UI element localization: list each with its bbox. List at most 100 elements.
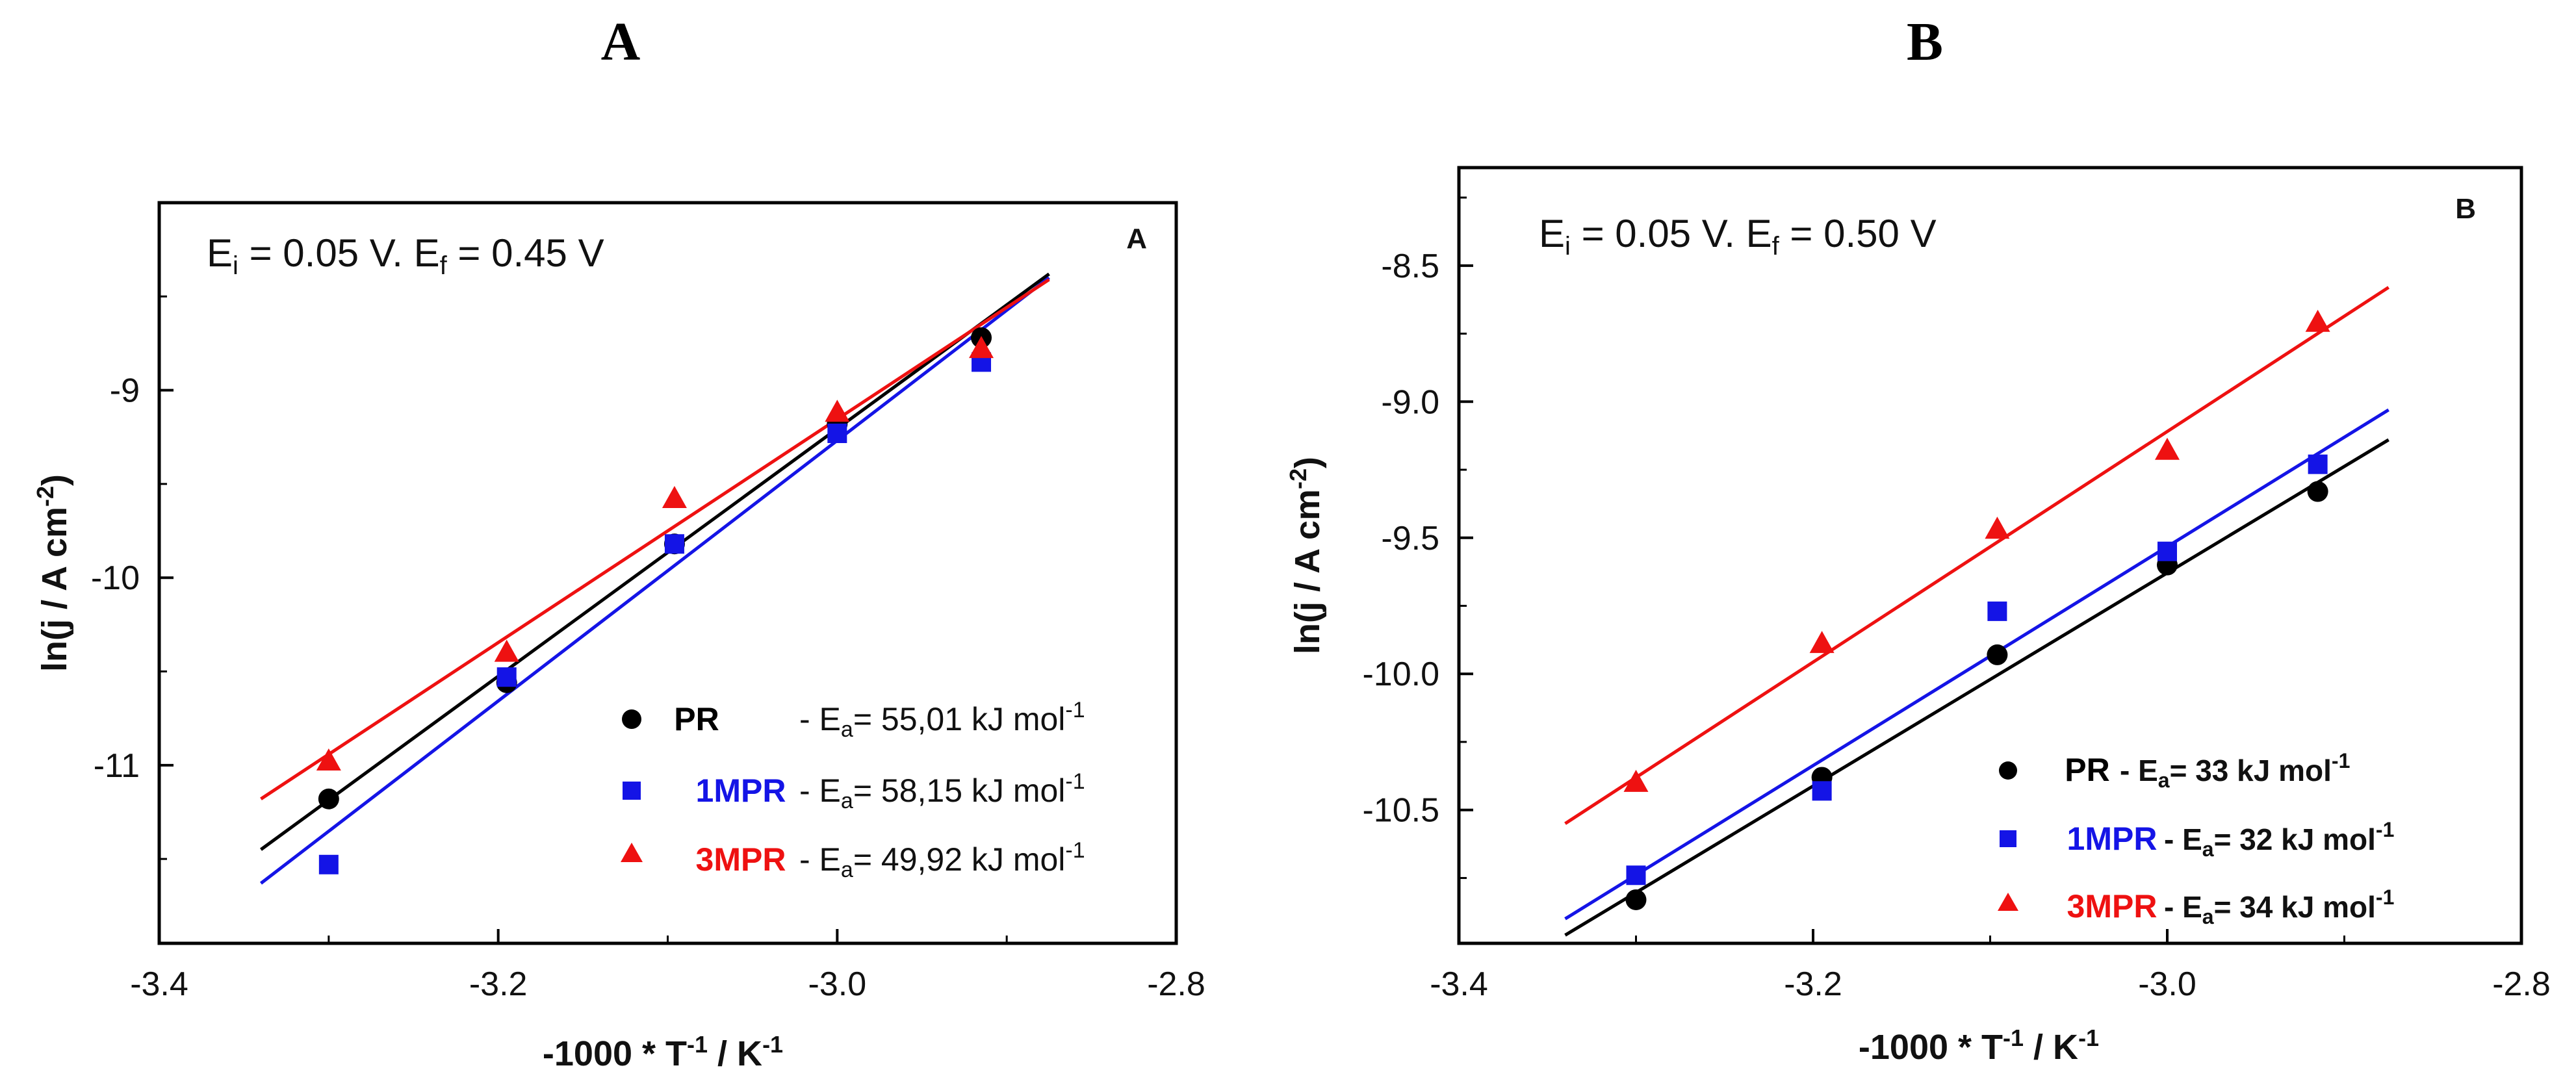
fit-lines-b bbox=[1564, 286, 2389, 937]
y-tick-label: -10.0 bbox=[1362, 656, 1439, 693]
y-tick-label: -9 bbox=[110, 372, 140, 410]
fit-line-pr bbox=[1564, 438, 2389, 937]
data-points-b bbox=[1623, 309, 2330, 910]
point-3mpr bbox=[1809, 631, 1835, 654]
legend-ea-pr: - Ea= 55,01 kJ mol-1 bbox=[799, 698, 1085, 742]
point-1mpr bbox=[2157, 541, 2177, 561]
y-axis-title-b: ln(j / A cm-2) bbox=[1285, 457, 1327, 654]
y-tick-label: -9.5 bbox=[1381, 520, 1439, 557]
condition-mid: = 0.05 V. E bbox=[238, 231, 440, 275]
legend-marker-triangle bbox=[1998, 893, 2018, 911]
legend-ea-sup: -1 bbox=[1065, 769, 1085, 794]
y-axis-title-sup: -2 bbox=[1285, 468, 1311, 489]
point-1mpr bbox=[2308, 454, 2328, 474]
legend-ea-1mpr: - Ea= 58,15 kJ mol-1 bbox=[799, 769, 1085, 813]
panel-title-a: A bbox=[601, 12, 641, 72]
x-axis-title-sup: -1 bbox=[687, 1031, 708, 1058]
point-3mpr bbox=[494, 639, 519, 662]
legend-label-pr: PR bbox=[674, 701, 719, 737]
x-tick-label: -2.8 bbox=[1147, 965, 1205, 1003]
panel-title-b: B bbox=[1907, 12, 1943, 72]
x-tick-label: -3.2 bbox=[469, 965, 528, 1003]
legend-ea-3mpr: - Ea= 49,92 kJ mol-1 bbox=[799, 838, 1085, 882]
condition-text-a: Ei = 0.05 V. Ef = 0.45 V bbox=[207, 231, 604, 280]
inner-label-a: A bbox=[1126, 223, 1147, 255]
legend-ea-sub: a bbox=[2202, 905, 2214, 928]
legend-entry-3mpr: 3MPR - Ea= 49,92 kJ mol-1 bbox=[621, 838, 1085, 882]
legend-ea-sub: a bbox=[841, 789, 853, 813]
legend-ea-pre: - E bbox=[2164, 822, 2202, 856]
point-3mpr bbox=[2155, 437, 2180, 460]
legend-ea-val: = 55,01 kJ mol bbox=[853, 701, 1066, 737]
y-tick-label: -10 bbox=[91, 559, 140, 597]
legend-ea-sup: -1 bbox=[1065, 838, 1085, 863]
legend-ea-pr: - Ea= 33 kJ mol-1 bbox=[2120, 749, 2350, 792]
legend-ea-sup: -1 bbox=[1065, 698, 1085, 722]
x-axis-title-sup2: -1 bbox=[762, 1031, 783, 1058]
point-3mpr bbox=[969, 336, 994, 359]
point-3mpr bbox=[2305, 309, 2330, 332]
legend-ea-val: = 32 kJ mol bbox=[2214, 822, 2376, 856]
legend-ea-1mpr: - Ea= 32 kJ mol-1 bbox=[2164, 818, 2394, 861]
point-1mpr bbox=[664, 534, 684, 554]
inner-label-b: B bbox=[2455, 193, 2476, 225]
x-axis-title-b: -1000 * T-1 / K-1 bbox=[1859, 1025, 2099, 1067]
legend-ea-pre: - E bbox=[799, 772, 841, 809]
legend-label-3mpr: 3MPR bbox=[696, 841, 786, 878]
point-1mpr bbox=[496, 667, 517, 687]
legend-label-3mpr: 3MPR bbox=[2067, 888, 2157, 924]
panel-b: B B Ei = 0.05 V. Ef = 0.50 V -3.4 -3.2 -3.… bbox=[1285, 12, 2551, 1067]
panel-a: A A Ei = 0.05 V. Ef = 0.45 V -3.4 -3.2 -3.… bbox=[32, 12, 1205, 1073]
point-pr bbox=[2307, 481, 2328, 502]
legend-ea-pre: - E bbox=[2120, 754, 2158, 787]
condition-sub-i: i bbox=[1565, 232, 1571, 261]
legend-entry-pr: PR - Ea= 55,01 kJ mol-1 bbox=[622, 698, 1085, 742]
legend-ea-pre: - E bbox=[799, 701, 841, 737]
y-tick-label: -10.5 bbox=[1362, 792, 1439, 830]
legend-entry-3mpr: 3MPR - Ea= 34 kJ mol-1 bbox=[1998, 886, 2394, 928]
legend-label-1mpr: 1MPR bbox=[696, 772, 786, 809]
y-axis-title-tail: ) bbox=[1288, 457, 1327, 468]
legend-marker-circle bbox=[1999, 761, 2017, 780]
legend-ea-sup: -1 bbox=[2332, 749, 2350, 772]
data-points-a bbox=[316, 327, 994, 874]
condition-text-b: Ei = 0.05 V. Ef = 0.50 V bbox=[1539, 212, 1937, 261]
x-axis-title-tail: / K bbox=[708, 1034, 762, 1073]
y-tick-label: -9.0 bbox=[1381, 383, 1439, 421]
legend-label-pr: PR bbox=[2065, 752, 2109, 788]
x-tick-label: -2.8 bbox=[2492, 965, 2551, 1003]
x-tick-label: -3.0 bbox=[2138, 965, 2196, 1003]
point-1mpr bbox=[1626, 865, 1646, 886]
legend-marker-square bbox=[623, 782, 641, 800]
condition-sub-f: f bbox=[1772, 232, 1780, 261]
legend-entry-1mpr: 1MPR - Ea= 58,15 kJ mol-1 bbox=[623, 769, 1085, 813]
legend-ea-pre: - E bbox=[799, 841, 841, 878]
condition-suffix: = 0.45 V bbox=[447, 231, 604, 275]
x-axis-title-a: -1000 * T-1 / K-1 bbox=[543, 1031, 783, 1073]
legend-ea-val: = 58,15 kJ mol bbox=[853, 772, 1066, 809]
legend-b: PR - Ea= 33 kJ mol-1 1MPR - Ea= 32 kJ mo… bbox=[1998, 749, 2394, 928]
legend-label-1mpr: 1MPR bbox=[2067, 821, 2157, 857]
legend-entry-pr: PR - Ea= 33 kJ mol-1 bbox=[1999, 749, 2350, 792]
fit-line-3mpr bbox=[1564, 286, 2389, 825]
point-1mpr bbox=[1987, 601, 2007, 621]
legend-a: PR - Ea= 55,01 kJ mol-1 1MPR - Ea= 58,15… bbox=[621, 698, 1085, 882]
y-tick-label: -11 bbox=[94, 747, 140, 785]
x-axis-title-sup2: -1 bbox=[2078, 1025, 2099, 1051]
point-3mpr bbox=[1623, 769, 1649, 792]
point-1mpr bbox=[1812, 781, 1832, 801]
fit-line-1mpr bbox=[1564, 408, 2389, 921]
legend-ea-sub: a bbox=[841, 717, 853, 742]
fit-lines-a bbox=[259, 272, 1050, 885]
legend-ea-val: = 34 kJ mol bbox=[2214, 890, 2376, 924]
point-1mpr bbox=[318, 854, 339, 874]
point-3mpr bbox=[662, 486, 687, 508]
point-1mpr bbox=[827, 423, 847, 443]
legend-ea-sub: a bbox=[841, 858, 853, 882]
condition-sub-i: i bbox=[233, 251, 238, 280]
y-axis-title-text: ln(j / A cm bbox=[35, 507, 74, 672]
plot-frame-a bbox=[157, 201, 1178, 945]
x-tick-label: -3.0 bbox=[808, 965, 867, 1003]
fit-line-1mpr bbox=[259, 276, 1050, 885]
